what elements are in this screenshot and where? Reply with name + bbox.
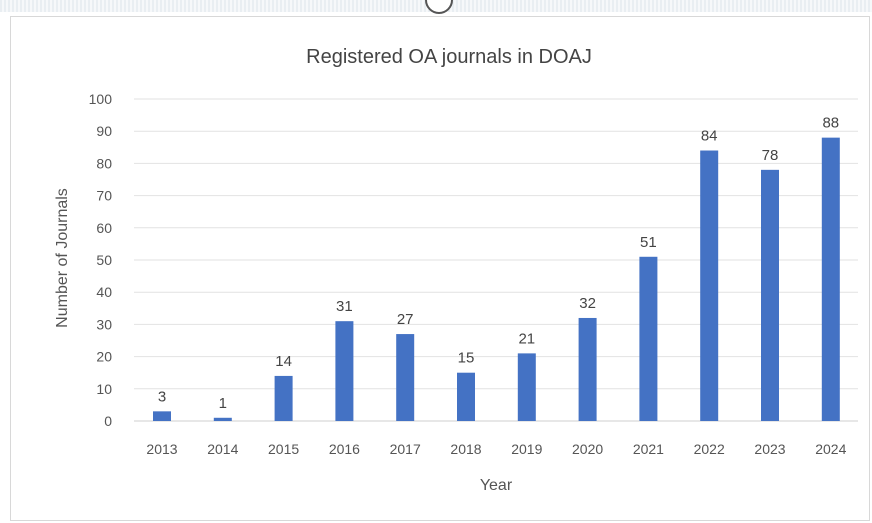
x-tick-label: 2014 (207, 441, 238, 457)
x-tick-label: 2020 (572, 441, 603, 457)
data-label: 3 (158, 388, 166, 405)
bar (639, 256, 658, 421)
data-label: 51 (640, 234, 657, 251)
chart-title: Registered OA journals in DOAJ (306, 46, 592, 68)
bar (700, 150, 719, 421)
x-tick-label: 2017 (390, 441, 421, 457)
data-label: 84 (701, 128, 718, 145)
x-tick-label: 2023 (754, 441, 785, 457)
data-label: 32 (579, 295, 596, 312)
y-tick-label: 60 (96, 220, 112, 236)
y-axis-ticks: 0 10 20 30 40 50 60 70 80 90 100 (89, 91, 113, 429)
x-tick-label: 2018 (450, 441, 481, 457)
y-tick-label: 20 (96, 349, 112, 365)
bar (335, 321, 354, 421)
y-tick-label: 80 (96, 155, 112, 171)
bar (578, 317, 597, 421)
data-label: 27 (397, 311, 414, 328)
y-tick-label: 90 (96, 123, 112, 139)
bar (517, 353, 536, 421)
y-tick-label: 70 (96, 188, 112, 204)
bar (457, 372, 475, 421)
data-label: 1 (219, 395, 227, 412)
chart-frame (10, 16, 870, 521)
x-tick-label: 2024 (815, 441, 846, 457)
data-label: 15 (458, 350, 475, 367)
y-tick-label: 100 (89, 91, 113, 107)
bar (761, 169, 779, 421)
y-tick-label: 10 (96, 381, 112, 397)
x-tick-label: 2015 (268, 441, 299, 457)
y-tick-label: 0 (104, 413, 112, 429)
x-tick-label: 2021 (633, 441, 664, 457)
bar (213, 417, 232, 421)
bar (821, 137, 840, 421)
x-axis-ticks: 2013 2014 2015 2016 2017 2018 2019 2020 2021 2022… (146, 441, 846, 457)
x-tick-label: 2022 (694, 441, 725, 457)
y-tick-label: 50 (96, 252, 112, 268)
data-label: 31 (336, 298, 353, 315)
data-label: 78 (762, 147, 779, 164)
bars (153, 137, 840, 421)
x-axis-title: Year (480, 477, 513, 494)
x-tick-label: 2016 (329, 441, 360, 457)
y-tick-label: 30 (96, 316, 112, 332)
bar (274, 375, 293, 421)
y-tick-label: 40 (96, 284, 112, 300)
data-label: 21 (518, 330, 535, 347)
x-tick-label: 2013 (146, 441, 177, 457)
data-label: 14 (275, 353, 292, 370)
data-label: 88 (822, 115, 839, 132)
bar (396, 334, 415, 421)
gridlines (134, 98, 858, 422)
x-tick-label: 2019 (511, 441, 542, 457)
bar (153, 411, 171, 421)
y-axis-title: Number of Journals (54, 188, 71, 328)
